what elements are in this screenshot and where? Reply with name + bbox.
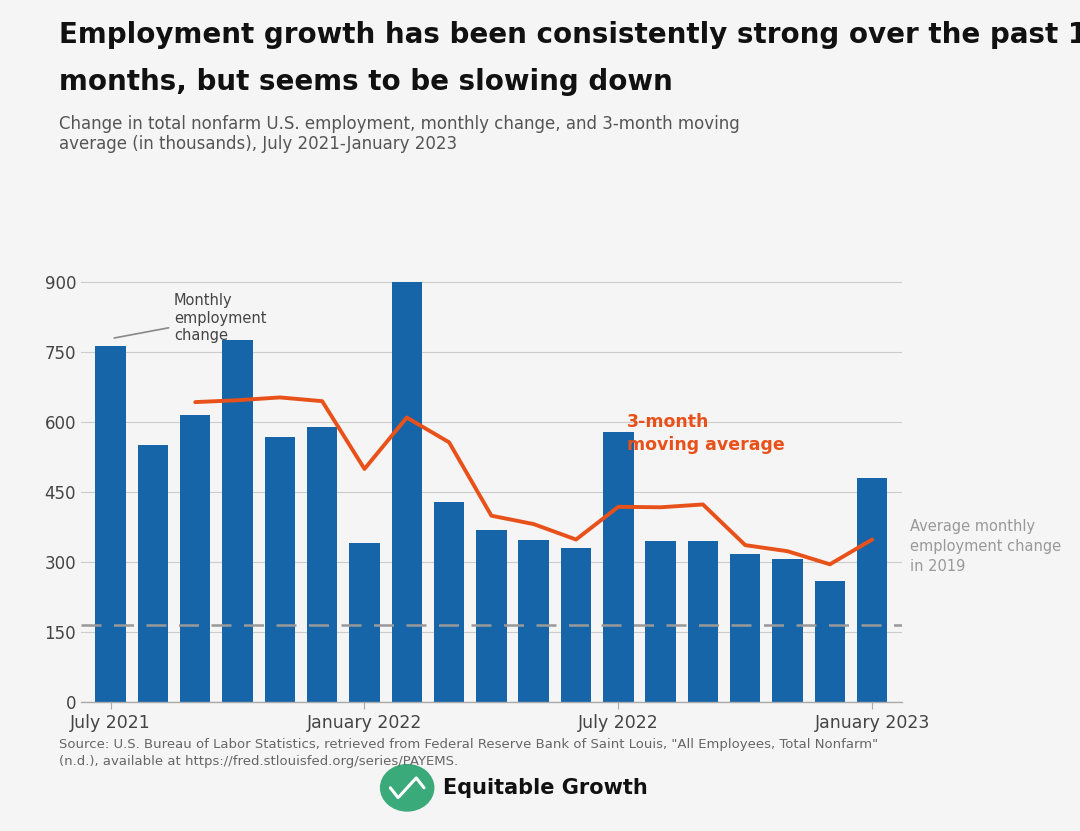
Bar — [137, 445, 168, 702]
Bar — [95, 346, 126, 702]
Text: Employment growth has been consistently strong over the past 18: Employment growth has been consistently … — [59, 21, 1080, 49]
Bar — [307, 427, 337, 702]
Bar — [349, 543, 380, 702]
Bar — [772, 559, 802, 702]
Bar — [518, 539, 549, 702]
Bar — [814, 581, 846, 702]
Text: Equitable Growth: Equitable Growth — [443, 778, 648, 798]
Bar — [856, 478, 888, 702]
Text: Monthly
employment
change: Monthly employment change — [114, 293, 267, 343]
Bar — [392, 282, 422, 702]
Text: 3-month
moving average: 3-month moving average — [626, 413, 784, 455]
Bar — [688, 541, 718, 702]
Circle shape — [380, 765, 434, 811]
Bar — [265, 437, 295, 702]
Bar — [646, 541, 676, 702]
Bar — [222, 340, 253, 702]
Text: Change in total nonfarm U.S. employment, monthly change, and 3-month moving
aver: Change in total nonfarm U.S. employment,… — [59, 115, 740, 154]
Text: months, but seems to be slowing down: months, but seems to be slowing down — [59, 68, 673, 96]
Bar — [180, 416, 211, 702]
Text: Average monthly
employment change
in 2019: Average monthly employment change in 201… — [910, 519, 1062, 574]
Bar — [730, 553, 760, 702]
Bar — [476, 530, 507, 702]
Bar — [561, 548, 591, 702]
Bar — [603, 432, 634, 702]
Bar — [434, 502, 464, 702]
Text: Source: U.S. Bureau of Labor Statistics, retrieved from Federal Reserve Bank of : Source: U.S. Bureau of Labor Statistics,… — [59, 738, 878, 768]
